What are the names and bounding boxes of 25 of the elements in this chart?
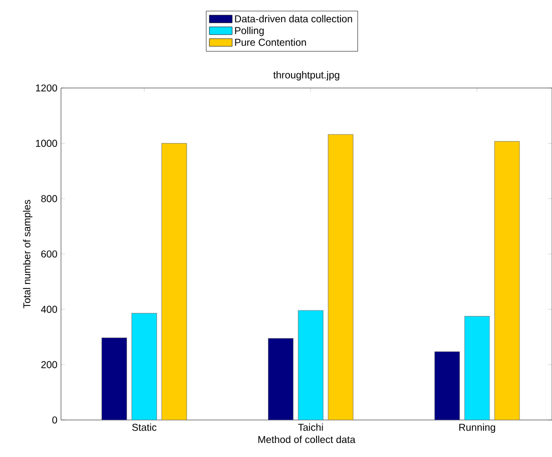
bar	[494, 141, 520, 420]
chart-title: throughtput.jpg	[273, 71, 340, 80]
x-tick-label: Taichi	[298, 424, 323, 431]
x-tick-label: Static	[132, 424, 156, 431]
y-tick-label: 400	[41, 306, 58, 313]
bar	[161, 143, 187, 420]
y-tick-label: 600	[41, 250, 58, 258]
bar	[298, 310, 324, 420]
legend-label: Data-driven data collection	[235, 15, 352, 22]
y-axis-title: Total number of samples	[23, 200, 32, 308]
bar	[102, 338, 127, 420]
legend-label: Polling	[235, 26, 264, 36]
bar	[132, 312, 157, 420]
x-axis-title: Method of collect data	[258, 436, 356, 444]
y-tick-label: 1200	[36, 84, 58, 92]
legend-label: Pure Contention	[235, 38, 306, 46]
bar	[434, 351, 460, 420]
y-tick-label: 1000	[36, 140, 58, 147]
y-tick-label: 0	[52, 416, 58, 424]
bar	[464, 316, 490, 420]
x-tick-label: Running	[459, 424, 496, 433]
y-tick-label: 800	[41, 195, 58, 202]
bar	[268, 338, 294, 420]
y-tick-label: 200	[41, 361, 58, 368]
bar	[328, 134, 354, 420]
